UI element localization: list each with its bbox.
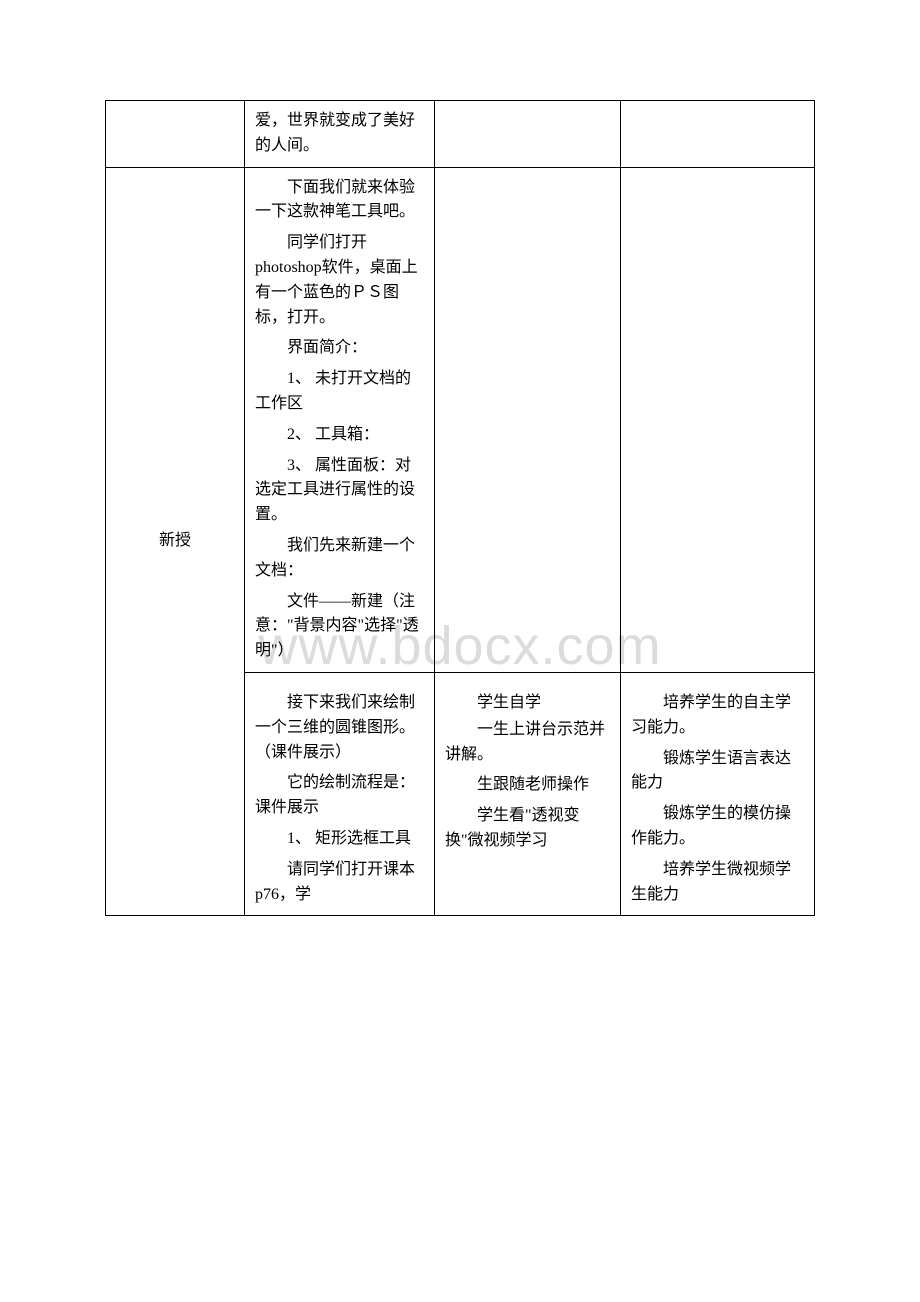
design-intent-cell (621, 101, 815, 168)
paragraph: 锻炼学生语言表达能力 (631, 747, 804, 797)
paragraph: 请同学们打开课本p76，学 (255, 858, 424, 908)
paragraph: 界面简介： (255, 336, 424, 361)
lesson-plan-table: 爱，世界就变成了美好的人间。 新授 下面我们就来体验一下这款神笔工具吧。 同学们… (105, 100, 815, 916)
teacher-activity-cell: 爱，世界就变成了美好的人间。 (245, 101, 435, 168)
design-intent-cell (621, 167, 815, 672)
paragraph: 3、 属性面板：对选定工具进行属性的设置。 (255, 454, 424, 528)
paragraph: 2、 工具箱： (255, 423, 424, 448)
design-intent-cell: 培养学生的自主学习能力。 锻炼学生语言表达能力 锻炼学生的模仿操作能力。 培养学… (621, 672, 815, 915)
paragraph: 生跟随老师操作 (445, 773, 610, 798)
student-activity-cell (435, 167, 621, 672)
stage-cell: 新授 (106, 167, 245, 916)
paragraph: 培养学生的自主学习能力。 (631, 691, 804, 741)
paragraph: 1、 矩形选框工具 (255, 827, 424, 852)
paragraph: 下面我们就来体验一下这款神笔工具吧。 (255, 176, 424, 226)
paragraph: 学生看"透视变换"微视频学习 (445, 804, 610, 854)
paragraph: 爱，世界就变成了美好的人间。 (255, 109, 424, 159)
student-activity-cell (435, 101, 621, 168)
teacher-activity-cell: 接下来我们来绘制一个三维的圆锥图形。（课件展示） 它的绘制流程是：课件展示 1、… (245, 672, 435, 915)
paragraph: 培养学生微视频学生能力 (631, 858, 804, 908)
paragraph: 文件——新建（注意："背景内容"选择"透明"） (255, 590, 424, 664)
teacher-activity-cell: 下面我们就来体验一下这款神笔工具吧。 同学们打开photoshop软件，桌面上有… (245, 167, 435, 672)
paragraph: 学生自学 (445, 691, 610, 716)
table-row: 新授 下面我们就来体验一下这款神笔工具吧。 同学们打开photoshop软件，桌… (106, 167, 815, 672)
paragraph: 1、 未打开文档的工作区 (255, 367, 424, 417)
paragraph: 我们先来新建一个文档： (255, 534, 424, 584)
paragraph: 接下来我们来绘制一个三维的圆锥图形。（课件展示） (255, 691, 424, 765)
paragraph: 一生上讲台示范并讲解。 (445, 718, 610, 768)
table-row: 爱，世界就变成了美好的人间。 (106, 101, 815, 168)
stage-cell (106, 101, 245, 168)
paragraph: 同学们打开photoshop软件，桌面上有一个蓝色的ＰＳ图标，打开。 (255, 231, 424, 330)
paragraph: 锻炼学生的模仿操作能力。 (631, 802, 804, 852)
student-activity-cell: 学生自学 一生上讲台示范并讲解。 生跟随老师操作 学生看"透视变换"微视频学习 (435, 672, 621, 915)
paragraph: 它的绘制流程是：课件展示 (255, 771, 424, 821)
